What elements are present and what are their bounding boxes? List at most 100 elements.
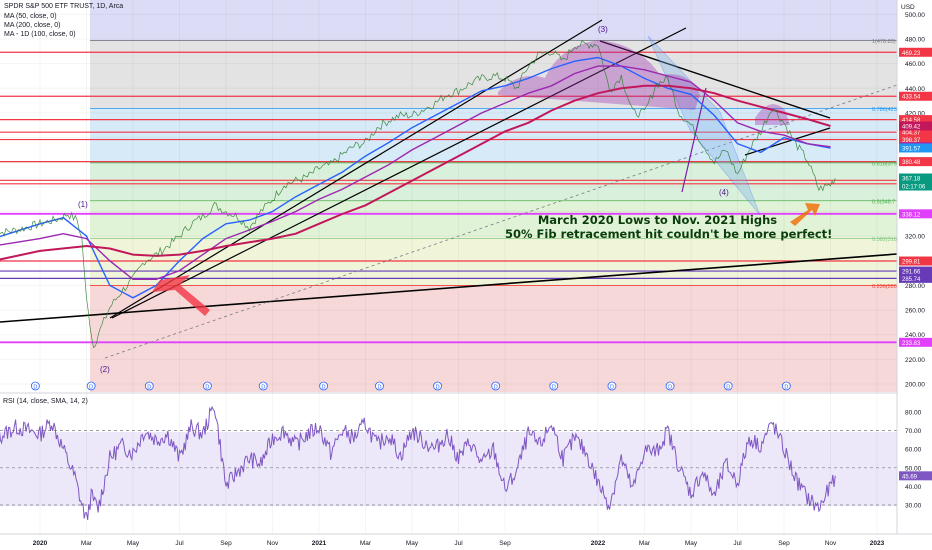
fib-zone-618	[90, 163, 897, 200]
ma-tag: 391.57	[902, 146, 921, 152]
price-tick-label: 460.00	[905, 61, 925, 68]
fib-zone-1	[90, 41, 897, 109]
moving-averages	[0, 56, 831, 299]
fib-level-label: 0.618(379	[872, 161, 897, 167]
price-level-tag: 404.37	[902, 131, 921, 137]
price-series	[0, 40, 836, 349]
dividend-marker-letter: D	[494, 384, 498, 390]
countdown-tag: 02:17:06	[902, 185, 926, 191]
price-level-tag-bg	[899, 273, 932, 283]
resistance-line	[599, 40, 831, 119]
price-tags: 469.23433.54414.58404.37398.37380.48365.…	[899, 47, 932, 481]
dividend-marker	[319, 381, 329, 391]
fib-zone-786	[90, 109, 897, 163]
time-tick-label: Jul	[454, 540, 463, 547]
price-tick-label: 220.00	[905, 357, 925, 364]
fib-level-label: 1(478.83)	[872, 39, 896, 45]
wave-line	[681, 87, 707, 193]
flag-line	[744, 127, 831, 156]
dividend-marker-letter: D	[552, 384, 556, 390]
time-tick-label: Mar	[639, 540, 651, 547]
time-tick-label: Sep	[778, 540, 790, 547]
dividend-marker-letter: D	[261, 384, 265, 390]
ma200-legend[interactable]: MA (200, close, 0)	[4, 22, 61, 29]
ma100-legend[interactable]: MA - 1D (100, close, 0)	[4, 31, 76, 38]
dividend-marker	[202, 381, 212, 391]
dividend-marker	[86, 381, 96, 391]
price-level-tag: 285.74	[902, 277, 921, 283]
price-tick-label: 240.00	[905, 332, 925, 339]
time-tick-label: 2023	[870, 540, 885, 547]
price-tick-label: 320.00	[905, 234, 925, 241]
dividend-marker	[30, 381, 40, 391]
price-tick-label: 500.00	[905, 12, 925, 19]
dividend-marker	[723, 381, 733, 391]
rsi-label: RSI (14, close, SMA, 14, 2)	[3, 398, 88, 405]
dividend-marker	[665, 381, 675, 391]
dividend-marker-letter: D	[205, 384, 209, 390]
dividend-marker	[549, 381, 559, 391]
fib-zone-5	[90, 200, 897, 237]
fib-level-label: 0.786(423	[872, 107, 897, 113]
price-line	[0, 40, 836, 349]
head-shoulders-pattern	[498, 40, 700, 110]
price-tick-label: 440.00	[905, 86, 925, 93]
ma-line	[0, 84, 831, 261]
ma-tag-bg	[899, 121, 932, 131]
last-price-tag-bg	[899, 173, 932, 191]
time-axis[interactable]: 2020 Mar May Jul Sep Nov 2021 Mar May Jul Sep 2022 M…	[33, 540, 885, 547]
price-tick-label: 480.00	[905, 37, 925, 44]
dividend-marker	[144, 381, 154, 391]
rsi-axis[interactable]: 30.00 40.00 50.00 60.00 70.00 80.00	[905, 410, 922, 510]
time-tick-label: Nov	[267, 540, 279, 547]
time-tick-label: Nov	[825, 540, 837, 547]
channel-mid	[111, 27, 687, 319]
time-tick-label: Mar	[81, 540, 93, 547]
price-level-tag-bg	[899, 266, 932, 276]
price-level-tag: 380.48	[902, 160, 921, 166]
time-tick-label: May	[685, 540, 698, 547]
time-tick-label: Jul	[175, 540, 184, 547]
arrows	[152, 203, 820, 316]
dividend-marker-letter: D	[147, 384, 151, 390]
rsi-band	[0, 432, 897, 506]
time-tick-label: Jul	[733, 540, 742, 547]
last-price-tag: 367.18	[902, 177, 921, 183]
dividend-marker-letter: D	[377, 384, 381, 390]
horizontal-levels	[0, 40, 897, 344]
price-tick-label: 280.00	[905, 283, 925, 290]
dividend-marker	[781, 381, 791, 391]
annotation-line-1: March 2020 Lows to Nov. 2021 Highs	[537, 213, 778, 227]
dividend-marker	[258, 381, 268, 391]
price-level-tag: 414.58	[902, 118, 921, 124]
trend-drawings[interactable]	[0, 19, 898, 359]
time-tick-label: May	[406, 540, 419, 547]
ma50-legend[interactable]: MA (50, close, 0)	[4, 13, 57, 20]
small-pattern	[755, 104, 790, 125]
rsi-tick-label: 50.00	[905, 465, 922, 472]
price-level-tag-bg	[899, 127, 932, 137]
dividend-marker-letter: D	[89, 384, 93, 390]
price-level-tag: 233.83	[902, 341, 921, 347]
wave-labels: (1) (2) (3) (4)	[78, 25, 729, 374]
rsi-tick-label: 40.00	[905, 484, 922, 491]
price-tick-label: 200.00	[905, 382, 925, 389]
rsi-tick-label: 80.00	[905, 410, 922, 417]
fib-zone-top	[90, 0, 897, 41]
time-tick-label: Sep	[220, 540, 232, 547]
time-tick-label: 2020	[33, 540, 48, 547]
fib-zones	[90, 0, 897, 392]
ma-line	[0, 65, 831, 280]
dividend-marker-letter: D	[784, 384, 788, 390]
price-level-tag-bg	[899, 209, 932, 219]
price-level-tag-bg	[899, 337, 932, 347]
time-tick-label: May	[127, 540, 140, 547]
dividend-marker-letter: D	[726, 384, 730, 390]
dividend-marker	[375, 381, 384, 391]
rsi-value-tag: 45.69	[902, 474, 918, 480]
time-tick-label: 2021	[312, 540, 327, 547]
rsi-series	[0, 405, 897, 520]
orange-arrow	[790, 203, 820, 226]
